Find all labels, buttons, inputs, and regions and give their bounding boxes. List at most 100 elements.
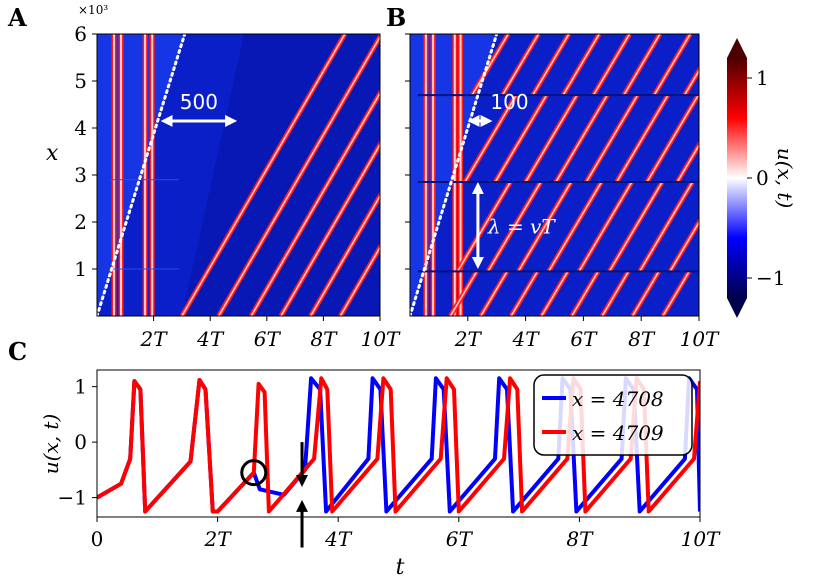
vertical-wave-stripe-core: [432, 34, 435, 316]
diagonal-wave-stripe-core: [480, 270, 508, 316]
vertical-wave-stripe-core: [144, 34, 147, 316]
colorbar-tick-label: 0: [756, 166, 769, 190]
legend-box: [533, 374, 693, 456]
diagonal-wave-stripe-core: [540, 270, 569, 316]
panel-label-c: C: [8, 337, 27, 366]
y-tick-label: 3: [74, 163, 87, 187]
y-tick-label: 1: [74, 257, 87, 281]
legend-label-x-4708: x = 4708: [572, 387, 664, 411]
x-tick-label: 10T: [681, 527, 721, 551]
diagonal-wave-stripe-core: [524, 94, 578, 183]
annotation-100: 100: [490, 90, 528, 114]
diagonal-wave-stripe-core: [623, 34, 661, 96]
diagonal-wave-stripe-core: [555, 94, 608, 183]
vertical-wave-stripe-core: [424, 34, 427, 316]
diagonal-wave-stripe-core: [578, 181, 633, 272]
diagonal-wave-stripe-core: [669, 220, 699, 272]
diagonal-wave-stripe-core: [471, 34, 509, 96]
x-tick-label: 8T: [310, 327, 338, 351]
diagonal-wave-stripe-core: [592, 34, 631, 96]
diagonal-wave-stripe-core: [532, 34, 570, 96]
diagonal-wave-stripe-core: [646, 94, 699, 183]
diagonal-wave-stripe-core: [464, 94, 517, 183]
panel-c-xlabel: t: [396, 555, 405, 580]
annotation-500: 500: [180, 90, 218, 114]
diagonal-wave-stripe-core: [683, 69, 699, 96]
vertical-wave-stripe-core: [459, 34, 462, 316]
x-tick-label: 8T: [566, 527, 594, 551]
annotation-lambda: λ = vT: [487, 215, 556, 239]
diagonal-wave-stripe-core: [639, 181, 694, 272]
diagonal-wave-stripe-core: [449, 270, 478, 316]
legend-label-x-4709: x = 4709: [572, 421, 664, 445]
panel-c-ylabel: u(x, t): [39, 414, 63, 475]
diagonal-wave-stripe-core: [631, 270, 660, 316]
diagonal-wave-stripe-core: [601, 270, 630, 316]
x-tick-label: 6T: [254, 327, 282, 351]
panel-label-a: A: [7, 3, 27, 32]
y-tick-label: 0: [74, 430, 87, 454]
y-tick-label: 2: [74, 210, 87, 234]
x-tick-label: 0: [91, 527, 104, 551]
vertical-wave-stripe-core: [151, 34, 154, 316]
colorbar-tick-label: 1: [756, 66, 769, 90]
front-dotted-line: [97, 34, 187, 316]
marker-circle: [240, 459, 268, 487]
diagonal-wave-stripe-core: [250, 91, 380, 316]
diagonal-wave-stripe-core: [676, 143, 699, 183]
diagonal-wave-stripe-core: [494, 94, 548, 183]
y-tick-label: 1: [74, 375, 87, 399]
y-tick-label: 4: [74, 116, 87, 140]
panel-a-heatmap: 2T 4T 6T 8T 10T 1 2 3 4 5 6 ×10³ x 500: [46, 3, 401, 351]
colorbar-tick-label: −1: [756, 266, 785, 290]
colorbar: −1 0 1 u(x, t): [727, 38, 797, 318]
colorbar-extend-top: [727, 38, 747, 58]
y-tick-label: 6: [74, 22, 87, 46]
x-tick-label: 4T: [512, 327, 541, 351]
panel-c-frame: [96, 369, 701, 518]
diagonal-wave-stripe-core: [608, 181, 663, 272]
colorbar-label: u(x, t): [773, 148, 797, 209]
diagonal-wave-stripe-core: [280, 143, 380, 316]
x-tick-label: 8T: [628, 327, 656, 351]
diagonal-wave-stripe-core: [487, 181, 542, 272]
x-tick-label: 6T: [446, 527, 474, 551]
diagonal-wave-stripe-core: [585, 94, 639, 183]
diagonal-wave-stripe-core: [510, 270, 539, 316]
panel-b-heatmap: 2T 4T 6T 8T 10T 100 λ = vT: [405, 33, 720, 351]
panel-a-y-multiplier: ×10³: [78, 3, 108, 17]
heatmap-post-region: [181, 34, 380, 316]
vertical-wave-stripe-core: [453, 34, 456, 316]
diagonal-wave-stripe-core: [217, 35, 380, 316]
x-tick-label: 2T: [140, 327, 169, 351]
diagonal-wave-stripe-core: [501, 34, 540, 96]
diagonal-wave-stripe-core: [662, 270, 690, 316]
colorbar-extend-bottom: [727, 298, 747, 318]
panel-label-b: B: [386, 3, 406, 32]
diagonal-wave-stripe-core: [562, 34, 600, 96]
diagonal-wave-stripe-core: [615, 94, 669, 183]
y-tick-label: −1: [58, 486, 87, 510]
diagonal-wave-stripe-core: [571, 270, 599, 316]
diagonal-wave-stripe-core: [181, 34, 346, 316]
x-tick-label: 2T: [204, 527, 233, 551]
vertical-wave-stripe-core: [112, 34, 115, 316]
diagonal-wave-stripe-core: [517, 181, 572, 272]
x-tick-label: 4T: [324, 527, 353, 551]
front-dotted-line: [410, 34, 499, 316]
x-tick-label: 2T: [454, 327, 483, 351]
x-tick-label: 10T: [680, 327, 720, 351]
panel-c-line-chart: 0 2T 4T 6T 8T 10T −101 t u(x, t) x = 4708 x =…: [39, 369, 721, 580]
x-tick-label: 10T: [361, 327, 401, 351]
y-tick-label: 5: [74, 69, 87, 93]
diagonal-wave-stripe-core: [548, 181, 603, 272]
x-tick-label: 6T: [570, 327, 598, 351]
diagonal-wave-stripe-core: [653, 34, 691, 96]
diagonal-wave-stripe-core: [339, 245, 380, 316]
legend: x = 4708 x = 4709: [533, 374, 693, 456]
diagonal-wave-stripe-core: [309, 194, 380, 316]
x-tick-label: 4T: [196, 327, 225, 351]
diagonal-wave-stripe-core: [456, 181, 512, 272]
panel-a-ylabel: x: [46, 141, 59, 166]
